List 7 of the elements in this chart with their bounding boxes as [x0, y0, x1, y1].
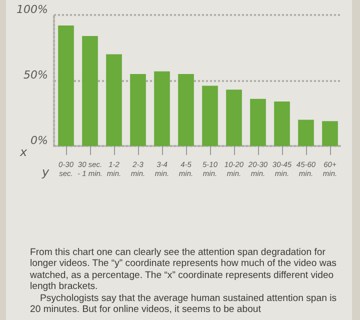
y-tick-label: 0%	[30, 134, 48, 147]
y-tick-label: 100%	[16, 3, 48, 16]
y-tick-label: 50%	[24, 68, 48, 82]
y-axis-title: y	[41, 165, 50, 179]
text: From this chart one can clearly see the attention span degradation for longer videos. The “y” coordinate represents how much of the video was watched, as a percentage. The “x” coordinate represents different video length brackets.	[30, 247, 338, 293]
text: Psychologists say that the average human sustained attention span is 20 minutes. But for online videos, it seems to be about	[30, 292, 338, 316]
x-axis-title: x	[19, 145, 28, 159]
